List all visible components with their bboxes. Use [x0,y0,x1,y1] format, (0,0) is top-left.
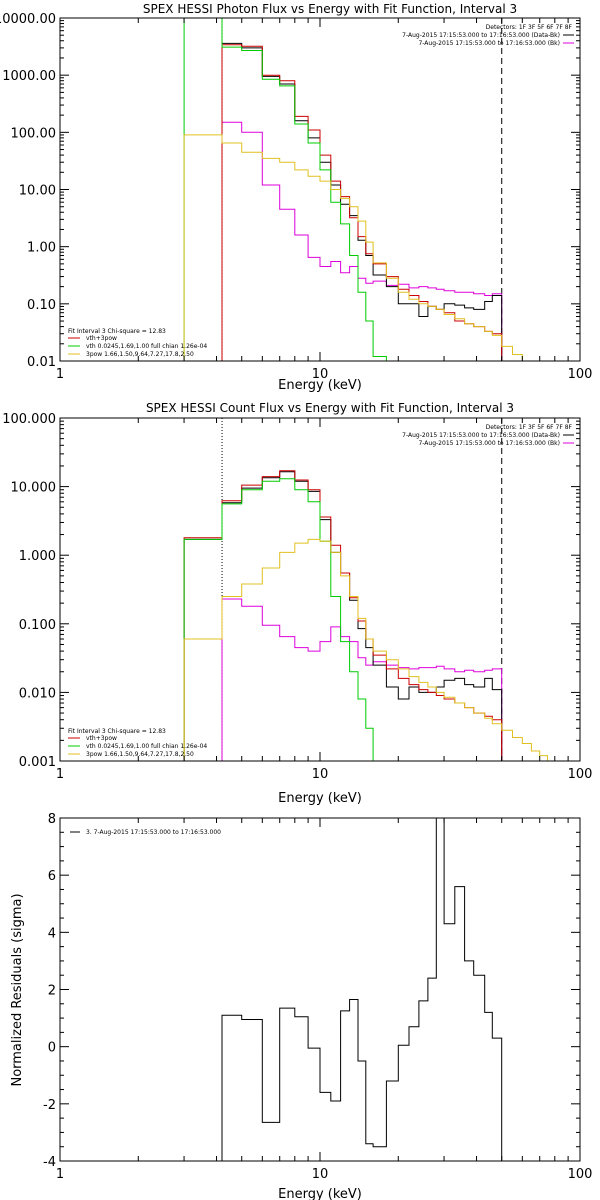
fit-label-total: vth+3pow [86,735,117,742]
fit-summary: Fit Interval 3 Chi-square = 12.83 [68,328,166,335]
y-tick-label: -2 [43,1098,56,1113]
series-data-bk [183,471,503,761]
fit-label-vth: vth 0.0245,1.69,1.00 full chian 1.26e-04 [86,343,207,350]
x-tick-label: 10 [312,367,329,382]
y-tick-label: 1.00 [27,241,56,256]
x-tick-label: 100 [568,367,593,382]
info-detectors: Detectors: 1F 3F 5F 6F 7F 8F [486,24,573,31]
y-tick-label: -4 [43,1155,56,1170]
series-vth [183,18,387,361]
series-vth [183,478,387,761]
y-tick-label: 0.001 [19,755,56,770]
x-axis-label: Energy (keV) [278,791,362,806]
chart-title: SPEX HESSI Photon Flux vs Energy with Fi… [143,2,517,16]
fit-label-total: vth+3pow [86,335,117,342]
axis-ticks: 1 10 100 0.01 0.10 1.00 10.00 100.00 1000.00 1000… [0,12,592,382]
residuals-panel: 1 10 100 -4 -2 0 2 4 6 8 3. 7-Aug-2015 17:15:53.0… [10,812,592,1200]
x-axis-label: Energy (keV) [278,378,362,393]
series-bk [221,121,503,361]
series-vth-3pow [221,44,503,361]
fit-legend: Fit Interval 3 Chi-square = 12.83 vth+3p… [68,328,207,358]
y-tick-label: 10000.00 [0,12,56,27]
y-tick-label: 2 [48,984,56,999]
y-tick-label: 6 [48,869,56,884]
series-residuals [221,818,503,1161]
series-layer [221,818,503,1161]
count-flux-panel: SPEX HESSI Count Flux vs Energy with Fit… [2,401,592,806]
y-tick-label: 10.00 [19,184,56,199]
legend-bk: 7-Aug-2015 17:15:53.000 to 17:16:53.000 … [418,40,574,47]
series-layer [183,18,532,361]
legend-data-bk-label: 7-Aug-2015 17:15:53.000 to 17:16:53.000 … [402,432,560,439]
series-data-bk [221,42,503,361]
legend-bk: 7-Aug-2015 17:15:53.000 to 17:16:53.000 … [418,440,574,447]
residuals-legend-label: 3. 7-Aug-2015 17:15:53.000 to 17:16:53.0… [86,829,221,836]
fit-legend: Fit Interval 3 Chi-square = 12.83 vth+3p… [68,728,207,758]
fit-label-vth: vth 0.0245,1.69,1.00 full chian 1.26e-04 [86,743,207,750]
y-tick-label: 100.00 [11,126,57,141]
legend-data-bk: 7-Aug-2015 17:15:53.000 to 17:16:53.000 … [402,432,574,439]
legend-bk-label: 7-Aug-2015 17:15:53.000 to 17:16:53.000 … [418,40,560,47]
axis-ticks: 1 10 100 0.001 0.010 0.100 1.000 10.000 100.000 [2,412,592,782]
legend-bk-label: 7-Aug-2015 17:15:53.000 to 17:16:53.000 … [418,440,560,447]
x-tick-label: 10 [312,767,329,782]
x-tick-label: 100 [568,767,593,782]
y-tick-label: 0.100 [19,618,56,633]
fit-label-3pow: 3pow 1.66,1.50,9.64,7.27,17.8,2.50 [86,751,194,758]
y-tick-label: 0.01 [27,355,56,370]
chart-title: SPEX HESSI Count Flux vs Energy with Fit… [146,401,514,415]
y-tick-label: 0 [48,1041,56,1056]
y-tick-label: 10.000 [11,481,57,496]
y-axis-label: Normalized Residuals (sigma) [10,893,25,1086]
x-tick-label: 1 [56,367,64,382]
photon-flux-plot [183,18,532,361]
x-tick-label: 10 [312,1167,329,1182]
series-vth-3pow [183,470,503,761]
legend-data-bk: 7-Aug-2015 17:15:53.000 to 17:16:53.000 … [402,32,574,39]
series-3pow [183,538,548,761]
x-tick-label: 1 [56,1167,64,1182]
residuals-legend: 3. 7-Aug-2015 17:15:53.000 to 17:16:53.0… [70,829,221,836]
y-tick-label: 8 [48,812,56,827]
fit-summary: Fit Interval 3 Chi-square = 12.83 [68,728,166,735]
axis-ticks: 1 10 100 -4 -2 0 2 4 6 8 [43,812,592,1182]
x-axis-label: Energy (keV) [278,1187,362,1200]
count-flux-plot [183,418,548,761]
x-tick-label: 100 [568,1167,593,1182]
x-tick-label: 1 [56,767,64,782]
y-tick-label: 0.010 [19,686,56,701]
legend-data-bk-label: 7-Aug-2015 17:15:53.000 to 17:16:53.000 … [402,32,560,39]
photon-flux-panel: SPEX HESSI Photon Flux vs Energy with Fi… [0,2,592,393]
info-detectors: Detectors: 1F 3F 5F 6F 7F 8F [486,424,573,431]
fit-label-3pow: 3pow 1.66,1.50,9.64,7.27,17.8,2.50 [86,351,194,358]
y-tick-label: 1.000 [19,549,56,564]
residuals-plot [221,818,503,1161]
series-bk [221,598,503,761]
y-tick-label: 0.10 [27,298,56,313]
y-tick-label: 100.000 [2,412,56,427]
series-3pow [183,134,532,361]
y-tick-label: 1000.00 [2,69,56,84]
series-layer [183,418,548,761]
y-tick-label: 4 [48,926,56,941]
